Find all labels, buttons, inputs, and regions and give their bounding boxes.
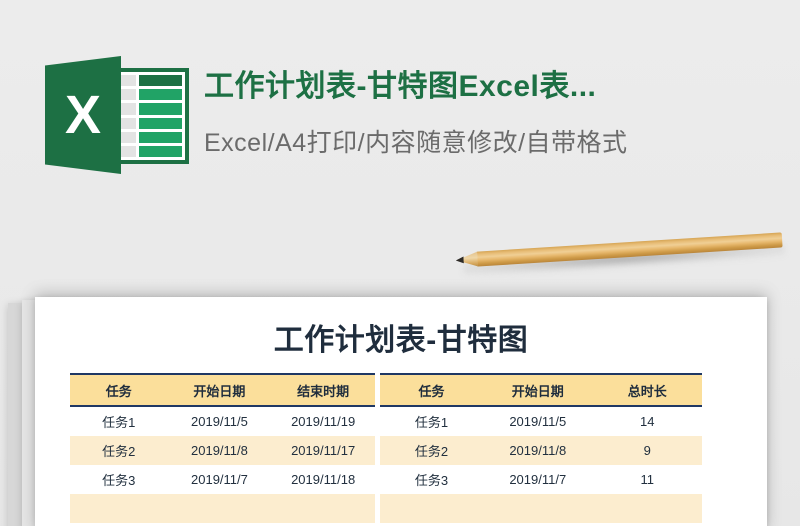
product-banner: X 工作计划表-甘特图Excel表... Excel/A4打印/内容随意修改/自… [0, 0, 800, 248]
cell-task: 任务3 [380, 465, 484, 494]
excel-file-icon: X [45, 56, 191, 174]
cell-task: 任务3 [70, 465, 168, 494]
cell-task: 任务1 [380, 406, 484, 436]
cell-start-date: 2019/11/7 [483, 465, 593, 494]
tables-container: 任务 开始日期 结束时期 任务1 2019/11/5 2019/11/19 任务… [35, 297, 767, 526]
column-header-task: 任务 [380, 373, 484, 407]
cell-duration: 14 [592, 406, 702, 436]
cell-duration [592, 494, 702, 523]
table-header-row: 任务 开始日期 总时长 [380, 373, 702, 407]
table-row: 任务1 2019/11/5 14 [380, 406, 702, 436]
cell-start-date [483, 494, 593, 523]
column-header-start-date: 开始日期 [483, 373, 593, 407]
excel-logo-panel [45, 56, 121, 174]
excel-logo-letter: X [64, 85, 102, 145]
cell-end-date [271, 494, 375, 523]
cell-task [70, 494, 168, 523]
cell-task: 任务2 [70, 436, 168, 465]
column-header-task: 任务 [70, 373, 168, 407]
cell-end-date: 2019/11/19 [271, 406, 375, 436]
table-row: 任务2 2019/11/8 2019/11/17 [70, 436, 375, 465]
cell-start-date: 2019/11/7 [167, 465, 272, 494]
cell-end-date: 2019/11/18 [271, 465, 375, 494]
table-row-partial [380, 494, 702, 523]
column-header-end-date: 结束时期 [271, 373, 375, 407]
document-title: 工作计划表-甘特图 [273, 324, 529, 357]
table-header-row: 任务 开始日期 结束时期 [70, 373, 375, 407]
task-date-table: 任务 开始日期 结束时期 任务1 2019/11/5 2019/11/19 任务… [70, 373, 375, 523]
table-row: 任务2 2019/11/8 9 [380, 436, 702, 465]
table-row: 任务1 2019/11/5 2019/11/19 [70, 406, 375, 436]
table-row-partial [70, 494, 375, 523]
cell-end-date: 2019/11/17 [271, 436, 375, 465]
column-header-start-date: 开始日期 [167, 373, 272, 407]
document-preview-sheet: 工作计划表-甘特图 任务 开始日期 结束时期 任务1 2019/11/5 201… [35, 297, 767, 526]
table-row: 任务3 2019/11/7 11 [380, 465, 702, 494]
column-header-duration: 总时长 [592, 373, 702, 407]
cell-start-date: 2019/11/8 [483, 436, 593, 465]
cell-task: 任务1 [70, 406, 168, 436]
page-title: 工作计划表-甘特图Excel表... [204, 70, 597, 103]
cell-task: 任务2 [380, 436, 484, 465]
cell-task [380, 494, 484, 523]
cell-start-date: 2019/11/5 [167, 406, 272, 436]
task-duration-table: 任务 开始日期 总时长 任务1 2019/11/5 14 任务2 2019/11… [380, 373, 702, 523]
cell-start-date: 2019/11/8 [167, 436, 272, 465]
cell-start-date [167, 494, 272, 523]
cell-duration: 9 [592, 436, 702, 465]
cell-start-date: 2019/11/5 [483, 406, 593, 436]
pencil-graphite-tip [456, 256, 464, 263]
page-subtitle: Excel/A4打印/内容随意修改/自带格式 [204, 129, 628, 157]
cell-duration: 11 [592, 465, 702, 494]
table-row: 任务3 2019/11/7 2019/11/18 [70, 465, 375, 494]
